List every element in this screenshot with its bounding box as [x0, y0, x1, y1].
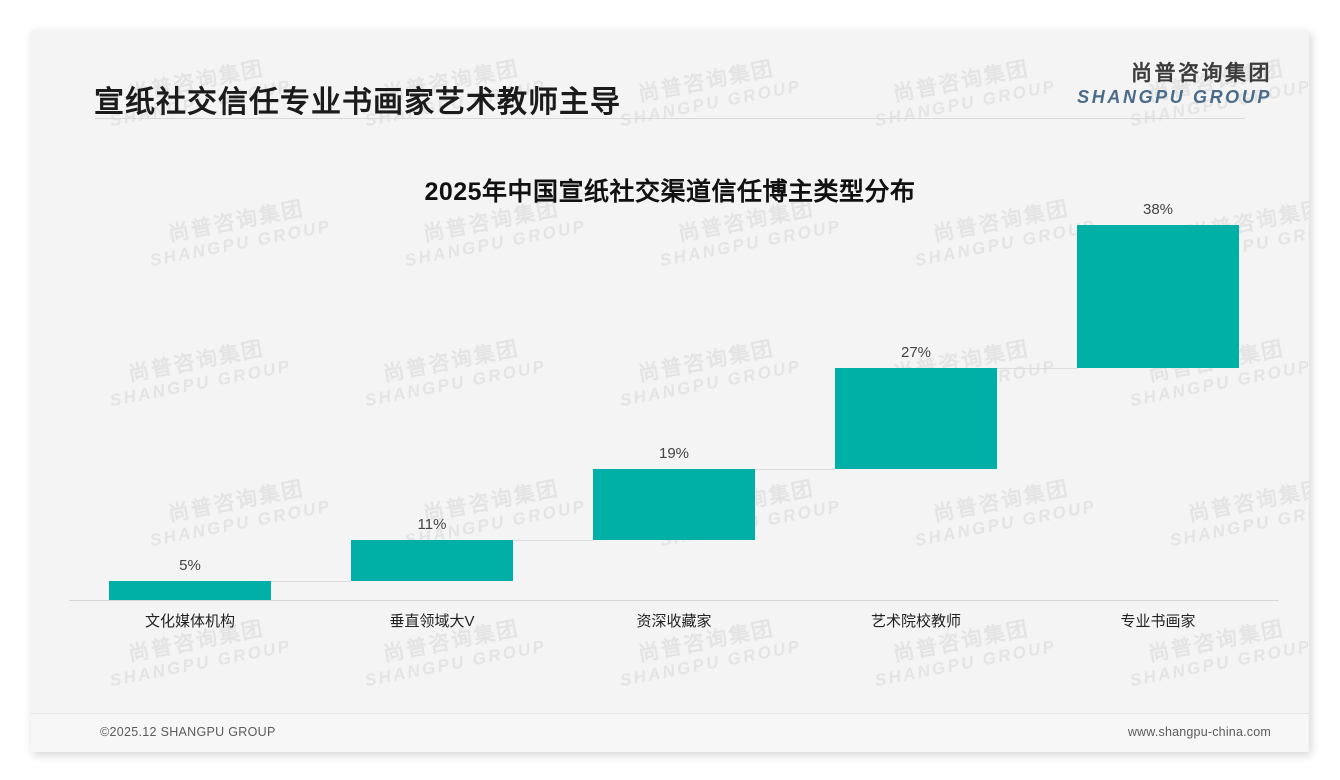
bar-3[interactable] — [593, 468, 755, 540]
bar-5[interactable] — [1077, 225, 1239, 368]
x-axis-line — [69, 600, 1279, 601]
category-label-1: 文化媒体机构 — [144, 613, 235, 630]
category-label-4: 艺术院校教师 — [870, 613, 961, 630]
x-axis-tick-labels: 文化媒体机构 垂直领域大V 资深收藏家 艺术院校教师 专业书画家 — [69, 610, 1279, 636]
company-logo: 尚普咨询集团 SHANGPU GROUP — [1077, 62, 1272, 108]
bar-value-label: 19% — [658, 444, 690, 462]
footer-website[interactable]: www.shangpu-china.com — [1127, 725, 1271, 739]
bar-4[interactable] — [835, 367, 997, 469]
chart-title: 2025年中国宣纸社交渠道信任博主类型分布 — [424, 178, 916, 206]
bar-value-label: 38% — [1142, 201, 1174, 218]
slide-canvas: 尚普咨询集团 SHANGPU GROUP 尚普咨询集团 SHANGPU GROUP 尚普… — [31, 30, 1309, 752]
waterfall-connector — [271, 581, 351, 583]
slide-footer: ©2025.12 SHANGPU GROUP www.shangpu-china… — [31, 713, 1309, 752]
header-divider — [95, 118, 1245, 119]
bar-value-label: 11% — [417, 516, 447, 533]
category-label-2: 垂直领域大V — [389, 613, 475, 630]
bar-value-label: 27% — [900, 343, 932, 361]
bar-2[interactable] — [351, 540, 513, 582]
logo-english-text: SHANGPU GROUP — [1077, 87, 1272, 108]
waterfall-connector — [997, 367, 1077, 369]
slide-header: 宣纸社交信任专业书画家艺术教师主导 尚普咨询集团 SHANGPU GROUP — [31, 30, 1309, 119]
page-title: 宣纸社交信任专业书画家艺术教师主导 — [94, 86, 621, 119]
chart-plot-area: 5% 11% 19% 27% 38% — [69, 201, 1279, 600]
logo-chinese-text: 尚普咨询集团 — [1131, 62, 1272, 85]
waterfall-connector — [513, 540, 593, 541]
bar-value-label: 5% — [179, 557, 201, 575]
category-label-3: 资深收藏家 — [636, 613, 712, 630]
waterfall-connector — [755, 468, 835, 470]
bar-1[interactable] — [109, 581, 271, 600]
category-label-5: 专业书画家 — [1120, 613, 1196, 630]
footer-copyright: ©2025.12 SHANGPU GROUP — [100, 725, 276, 739]
